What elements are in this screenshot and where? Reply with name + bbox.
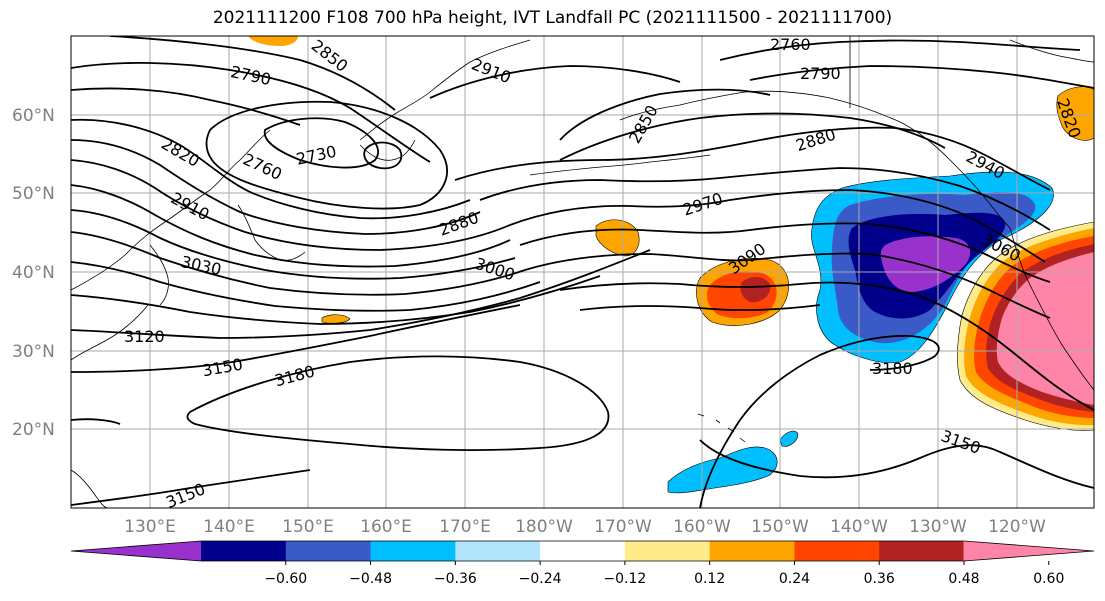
lon-label: 160°W xyxy=(673,517,731,537)
colorbar-tick-label: −0.60 xyxy=(264,571,307,587)
coast-asia xyxy=(71,129,271,291)
colorbar-segment xyxy=(370,541,456,561)
coast-china xyxy=(71,304,149,361)
coast-japan xyxy=(237,204,306,261)
colorbar-segment xyxy=(540,541,626,561)
colorbar-tick-label: −0.24 xyxy=(519,571,562,587)
lon-label: 140°W xyxy=(830,517,888,537)
colorbar-extend-high xyxy=(963,541,1094,561)
map-frame xyxy=(70,35,1095,509)
contour-label: 2760 xyxy=(770,35,811,54)
colorbar-segment xyxy=(201,541,287,561)
lon-label: 130°E xyxy=(124,517,176,537)
colorbar-tick-label: −0.36 xyxy=(434,571,477,587)
lat-label: 40°N xyxy=(12,263,55,283)
longitude-labels: 130°E 140°E 150°E 160°E 170°E 180°W 170°… xyxy=(124,517,1046,537)
colorbar-tick-label: −0.12 xyxy=(603,571,646,587)
negative-anomaly-small xyxy=(779,430,799,447)
negative-anomaly-hawaii xyxy=(667,446,778,494)
height-contours xyxy=(71,36,1094,508)
lon-label: 120°W xyxy=(988,517,1046,537)
colorbar-tick-label: 0.48 xyxy=(948,571,979,587)
gridlines xyxy=(71,36,1094,508)
lat-label: 20°N xyxy=(12,420,55,440)
colorbar-segment xyxy=(624,541,711,561)
lon-label: 170°E xyxy=(439,517,491,537)
negative-anomaly-purple xyxy=(880,236,971,292)
coast-kamchatka-2 xyxy=(359,139,416,161)
lat-label: 50°N xyxy=(12,184,55,204)
lon-label: 150°E xyxy=(282,517,334,537)
coast-philippines xyxy=(71,469,109,508)
lon-label: 150°W xyxy=(751,517,809,537)
coast-westcoast xyxy=(1009,227,1094,391)
coast-aleutians xyxy=(529,154,711,176)
colorbar-segment xyxy=(794,541,880,561)
lon-label: 140°E xyxy=(203,517,255,537)
colorbar-outline xyxy=(70,540,1095,562)
lon-label: 180°W xyxy=(515,517,573,537)
positive-anomaly-dark-red xyxy=(740,276,771,303)
colorbar-segment xyxy=(285,541,372,561)
colorbar-segment xyxy=(879,541,965,561)
contour-label: 3180 xyxy=(872,359,913,378)
colorbar-tick-label: 0.60 xyxy=(1033,571,1064,587)
colorbar-segment xyxy=(709,541,795,561)
coast-alaska xyxy=(619,90,1011,229)
coast-korea xyxy=(149,244,169,306)
colorbar-segment xyxy=(455,541,541,561)
contour-label: 3120 xyxy=(124,327,165,346)
positive-anomaly-westcoast-pink xyxy=(996,252,1094,405)
positive-anomaly-small-2 xyxy=(321,314,351,324)
colorbar-tick-label: 0.12 xyxy=(694,571,725,587)
colorbar-tick-label: −0.48 xyxy=(349,571,392,587)
contour-label: 2790 xyxy=(800,64,841,83)
lon-label: 130°W xyxy=(909,517,967,537)
latitude-labels: 60°N 50°N 40°N 30°N 20°N xyxy=(12,106,55,440)
coast-kamchatka xyxy=(359,39,531,141)
lat-label: 60°N xyxy=(12,106,55,126)
map-title: 2021111200 F108 700 hPa height, IVT Land… xyxy=(212,8,893,28)
hawaii-islands xyxy=(697,413,746,443)
colorbar: −0.60 −0.48 −0.36 −0.24 −0.12 0.12 0.24 0.36 0.4… xyxy=(70,540,1095,587)
lon-label: 170°W xyxy=(594,517,652,537)
colorbar-tick-label: 0.36 xyxy=(864,571,895,587)
lon-label: 160°E xyxy=(360,517,412,537)
positive-anomaly-alaska xyxy=(1056,86,1094,141)
colorbar-extend-low xyxy=(71,541,202,561)
positive-anomaly-small-3 xyxy=(248,36,298,46)
lat-label: 30°N xyxy=(12,342,55,362)
colorbar-tick-label: 0.24 xyxy=(779,571,810,587)
